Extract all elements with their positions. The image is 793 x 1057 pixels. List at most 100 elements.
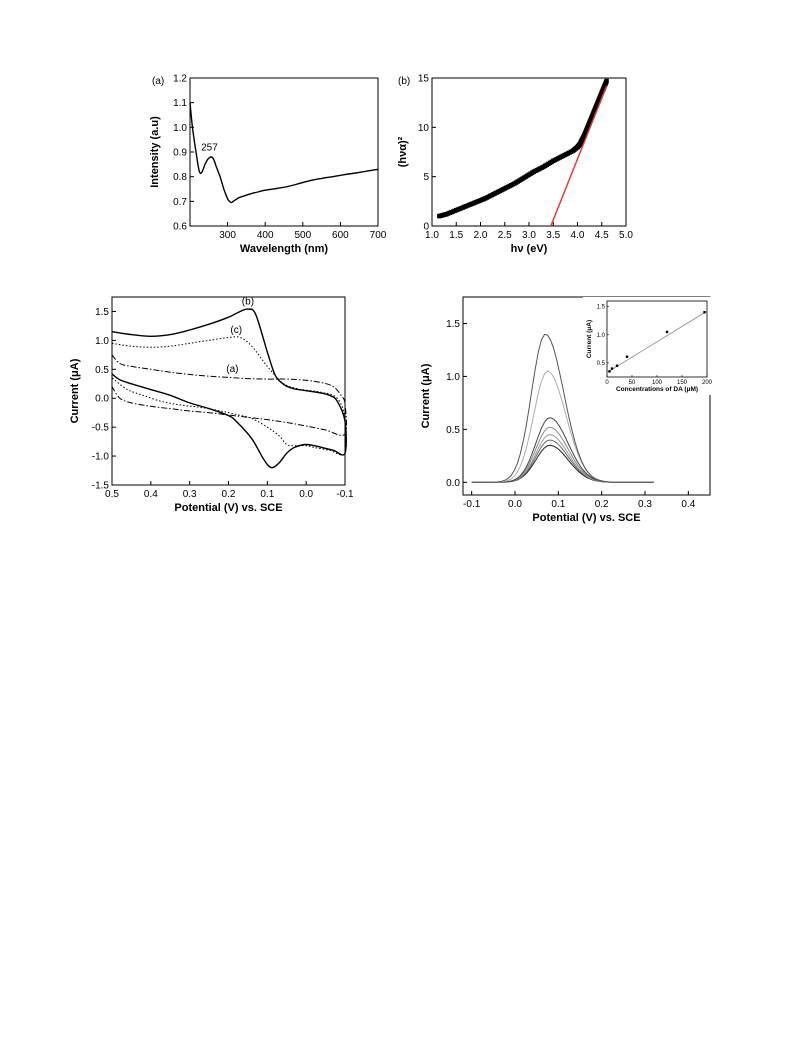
peak-annotation: 257	[201, 142, 218, 153]
x-tick-label: 0.3	[638, 499, 652, 510]
cv-curve-dashdot	[111, 354, 348, 436]
y-tick-label: 1.5	[95, 307, 109, 318]
y-tick-label: 0	[423, 222, 429, 233]
linear-fit-line	[550, 85, 608, 227]
inset-background	[583, 297, 711, 395]
cv-curve-solid	[111, 308, 347, 469]
x-tick-label: 0.0	[508, 499, 522, 510]
x-tick-label: 0.1	[551, 499, 565, 510]
dpv-plot: -0.1 0.0 0.1 0.2 0.3 0.40.00.51.01.5Potential…	[420, 296, 713, 524]
x-tick-label: 0.2	[222, 489, 236, 500]
curve-label: (b)	[242, 297, 254, 308]
y-tick-label: 1.0	[446, 372, 460, 383]
y-tick-label: 1.0	[95, 336, 109, 347]
y-tick-label: 0.9	[173, 148, 187, 159]
y-axis-label: Current (μA)	[69, 358, 81, 423]
curve-label: (a)	[226, 364, 238, 375]
x-axis-label: Potential (V) vs. SCE	[174, 502, 282, 514]
x-tick-label: 4.5	[595, 230, 609, 241]
inset-y-axis-label: Current (μA)	[586, 320, 593, 358]
x-tick-label: 300	[219, 230, 236, 241]
dpv-peak-curve	[471, 426, 654, 483]
inset-x-axis-label: Concentrations of DA (μM)	[616, 386, 698, 393]
y-tick-label: 10	[418, 123, 430, 134]
y-tick-label: -1.0	[92, 452, 110, 463]
inset-y-tick-label: 0.5	[597, 361, 606, 367]
x-tick-label: 1.5	[449, 230, 463, 241]
x-tick-label: 0.1	[260, 489, 274, 500]
x-tick-label: 700	[370, 230, 387, 241]
x-tick-label: 0.2	[595, 499, 609, 510]
inset-data-point	[625, 355, 629, 358]
y-tick-label: 1.0	[173, 123, 187, 134]
x-axis-label: hν (eV)	[511, 243, 548, 255]
y-tick-label: 0.6	[173, 222, 187, 233]
data-point	[604, 78, 609, 84]
y-tick-label: 0.7	[173, 197, 187, 208]
x-tick-label: 500	[294, 230, 311, 241]
x-tick-label: -0.1	[463, 499, 481, 510]
dpv-chart: -0.1 0.0 0.1 0.2 0.3 0.4 0.0 0.5 1.0 1.5 Potential…	[415, 285, 725, 530]
y-tick-label: 0.5	[446, 425, 460, 436]
inset-data-point	[610, 367, 614, 370]
x-tick-label: 2.5	[498, 230, 512, 241]
cyclic-voltammogram-chart: 0.5 0.4 0.3 0.2 0.1 0.0 -0.1 -1.5 -1.0 -0.5 0.0 0.5…	[60, 285, 360, 530]
y-tick-label: 15	[418, 74, 430, 85]
dpv-peak-curve	[471, 444, 654, 483]
x-tick-label: 3.0	[522, 230, 536, 241]
plot-frame	[189, 77, 379, 227]
inset-data-point	[615, 364, 619, 367]
x-tick-label: 400	[257, 230, 274, 241]
inset-x-tick-label: 50	[629, 380, 636, 386]
y-tick-label: 0.8	[173, 172, 187, 183]
inset-x-tick-label: 100	[652, 380, 663, 386]
y-tick-label: 1.2	[173, 74, 187, 85]
dpv-peak-curve	[471, 333, 654, 483]
x-axis-label: Potential (V) vs. SCE	[532, 512, 640, 524]
tauc-plot: 1.0 1.5 2.0 2.5 3.0 3.5 4.0 4.5 5.0 0 5 10 15 hν (eV)…	[397, 74, 633, 256]
inset-x-tick-label: 0	[605, 380, 609, 386]
y-tick-label: 0.5	[95, 365, 109, 376]
y-axis-label: Intensity (a.u)	[149, 116, 161, 188]
y-tick-label: 5	[423, 172, 429, 183]
y-tick-label: -0.5	[92, 423, 110, 434]
tauc-chart: 1.0 1.5 2.0 2.5 3.0 3.5 4.0 4.5 5.0 0 5 10 15 hν (eV)…	[390, 66, 650, 256]
x-tick-label: 0.3	[183, 489, 197, 500]
x-tick-label: 3.5	[546, 230, 560, 241]
y-tick-label: 1.5	[446, 319, 460, 330]
x-tick-label: 600	[332, 230, 349, 241]
inset-fit-line	[606, 310, 708, 373]
uv-vis-plot: 300 400 500 600 700 0.6 0.7 0.8 0.9 1.0 1.1 1.2 Wave…	[149, 74, 387, 256]
x-tick-label: 0.5	[105, 489, 119, 500]
cv-curve-dotted	[111, 336, 347, 456]
y-axis-label: Current (μA)	[420, 363, 432, 428]
x-tick-label: 0.4	[681, 499, 695, 510]
x-tick-label: -0.1	[336, 489, 354, 500]
y-tick-label: 0.0	[446, 478, 460, 489]
inset-x-tick-label: 150	[677, 380, 688, 386]
x-tick-label: 5.0	[619, 230, 633, 241]
uv-vis-chart: 300 400 500 600 700 0.6 0.7 0.8 0.9 1.0 1.1 1.2 Wave…	[140, 66, 390, 256]
x-axis-label: Wavelength (nm)	[240, 243, 329, 255]
x-tick-label: 2.0	[474, 230, 488, 241]
inset-data-point	[665, 330, 669, 334]
x-tick-label: 0.4	[144, 489, 158, 500]
cv-plot: 0.5 0.4 0.3 0.2 0.1 0.0 -0.1 -1.5 -1.0 -0.5 0.0 0.5…	[69, 296, 354, 514]
inset-x-tick-label: 200	[702, 380, 713, 386]
inset-y-tick-label: 1.0	[597, 333, 606, 339]
y-tick-label: -1.5	[92, 481, 110, 492]
x-tick-label: 1.0	[425, 230, 439, 241]
inset-data-point	[608, 370, 611, 373]
panel-label: (a)	[152, 76, 164, 87]
x-tick-label: 4.0	[571, 230, 585, 241]
inset-data-point	[703, 311, 706, 314]
series-line	[189, 102, 379, 204]
y-tick-label: 0.0	[95, 394, 109, 405]
panel-label: (b)	[398, 76, 410, 87]
y-tick-label: 1.1	[173, 98, 187, 109]
x-tick-label: 0.0	[299, 489, 313, 500]
dpv-peak-curve	[471, 434, 654, 483]
y-axis-label: (hνα)²	[397, 136, 409, 167]
curve-label: (c)	[230, 325, 242, 336]
dpv-peak-curve	[471, 439, 654, 483]
